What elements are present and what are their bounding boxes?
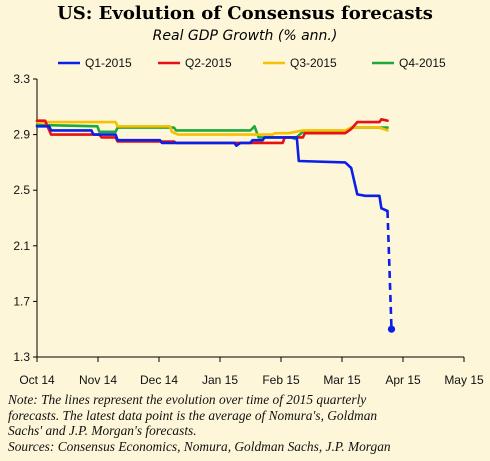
series-line-q1-2015 [35, 125, 389, 213]
x-tick-label: Apr 15 [385, 373, 421, 387]
x-tick-label: Jan 15 [202, 373, 238, 387]
y-tick-label: 3.3 [13, 72, 30, 86]
legend-label: Q1-2015 [85, 56, 132, 70]
x-tick-label: May 15 [444, 373, 484, 387]
note-line-4: Sources: Consensus Economics, Nomura, Go… [8, 438, 391, 454]
x-axis: Oct 14 Nov 14 Dec 14 Jan 15 Feb 15 Mar 15 Apr … [19, 356, 484, 387]
legend: Q1-2015 Q2-2015 Q3-2015 Q4-2015 [58, 56, 446, 70]
chart-title: US: Evolution of Consensus forecasts [57, 3, 433, 24]
note-line-1: Note: The lines represent the evolution … [8, 392, 367, 407]
chart-subtitle: Real GDP Growth (% ann.) [152, 28, 338, 44]
x-tick-label: Dec 14 [140, 373, 178, 387]
series-extension-q1-2015 [386, 210, 393, 330]
x-tick-label: Nov 14 [79, 373, 117, 387]
x-tick-label: Oct 14 [19, 373, 55, 387]
series-line-q3-2015 [35, 120, 389, 136]
legend-label: Q3-2015 [290, 56, 337, 70]
note-line-2: forecasts. The latest data point is the … [8, 407, 378, 423]
y-tick-label: 2.9 [13, 128, 30, 142]
legend-label: Q2-2015 [185, 56, 232, 70]
chart-note: Note: The lines represent the evolution … [8, 392, 486, 454]
y-tick-label: 2.1 [13, 239, 30, 253]
legend-label: Q4-2015 [399, 56, 446, 70]
y-tick-label: 2.5 [13, 183, 30, 197]
note-line-3: Sachs' and J.P. Morgan's forecasts. [8, 423, 197, 438]
x-tick-label: Mar 15 [323, 373, 361, 387]
y-axis: 1.3 1.7 2.1 2.5 2.9 3.3 [13, 72, 38, 364]
series-end-marker-q1-2015 [387, 325, 396, 333]
y-tick-label: 1.3 [13, 350, 30, 364]
y-tick-label: 1.7 [13, 294, 30, 308]
series-line-q4-2015 [35, 123, 389, 141]
x-tick-label: Feb 15 [262, 373, 300, 387]
series-layer [35, 118, 396, 333]
